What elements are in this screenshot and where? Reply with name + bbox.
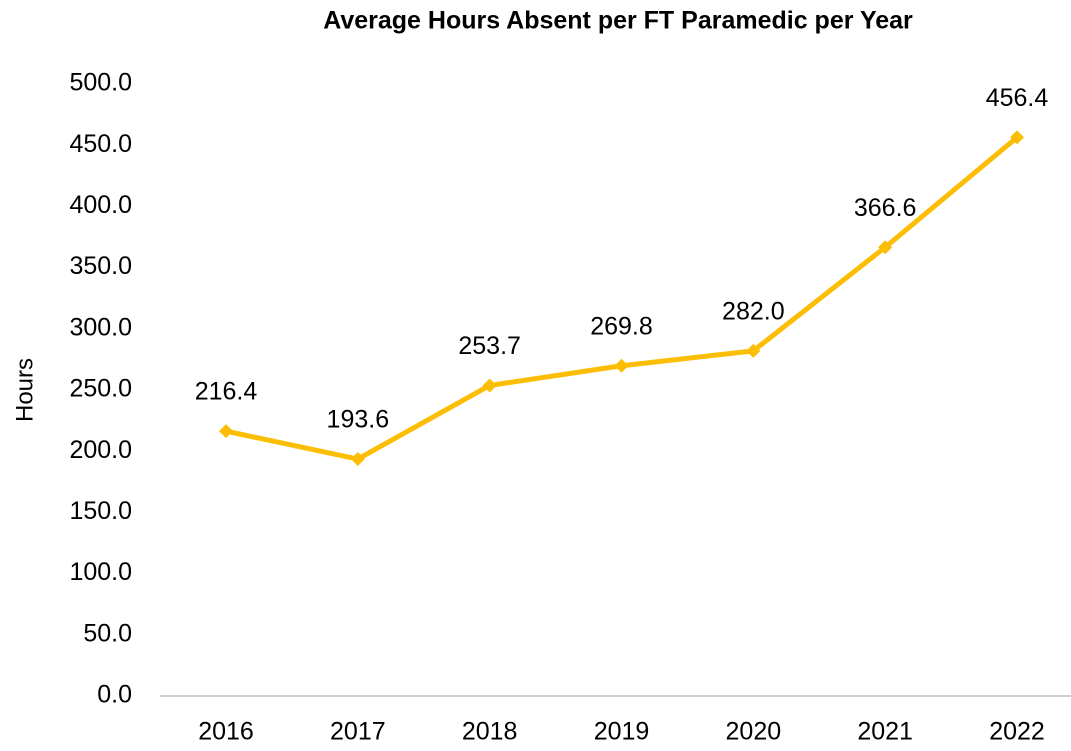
y-tick-label: 100.0 (69, 558, 132, 586)
x-tick-label: 2016 (198, 718, 254, 746)
y-tick-label: 200.0 (69, 436, 132, 464)
marker (1010, 130, 1024, 145)
data-label: 216.4 (195, 378, 258, 406)
y-tick-label: 0.0 (97, 681, 132, 709)
y-axis-title: Hours (11, 358, 38, 422)
chart-title: Average Hours Absent per FT Paramedic pe… (323, 7, 913, 35)
data-label: 456.4 (986, 84, 1049, 112)
marker (219, 424, 233, 439)
marker (482, 378, 497, 393)
x-tick-label: 2018 (462, 718, 518, 746)
y-tick-label: 400.0 (69, 191, 132, 219)
data-label: 366.6 (854, 194, 917, 222)
y-tick-label: 450.0 (69, 130, 132, 158)
y-tick-label: 50.0 (83, 619, 132, 647)
x-tick-label: 2020 (726, 718, 782, 746)
data-label: 193.6 (327, 406, 390, 434)
marker (350, 452, 365, 467)
x-tick-label: 2021 (857, 718, 913, 746)
marker (614, 358, 629, 373)
y-tick-label: 500.0 (69, 69, 132, 97)
x-tick-label: 2019 (594, 718, 650, 746)
y-tick-label: 150.0 (69, 497, 132, 525)
data-label: 253.7 (458, 332, 521, 360)
y-tick-label: 300.0 (69, 313, 132, 341)
data-label: 282.0 (722, 297, 785, 325)
x-tick-label: 2022 (989, 718, 1045, 746)
y-tick-label: 250.0 (69, 375, 132, 403)
y-tick-label: 350.0 (69, 252, 132, 280)
data-label: 269.8 (590, 312, 653, 340)
x-tick-label: 2017 (330, 718, 386, 746)
marker (878, 240, 893, 255)
marker (746, 343, 761, 358)
